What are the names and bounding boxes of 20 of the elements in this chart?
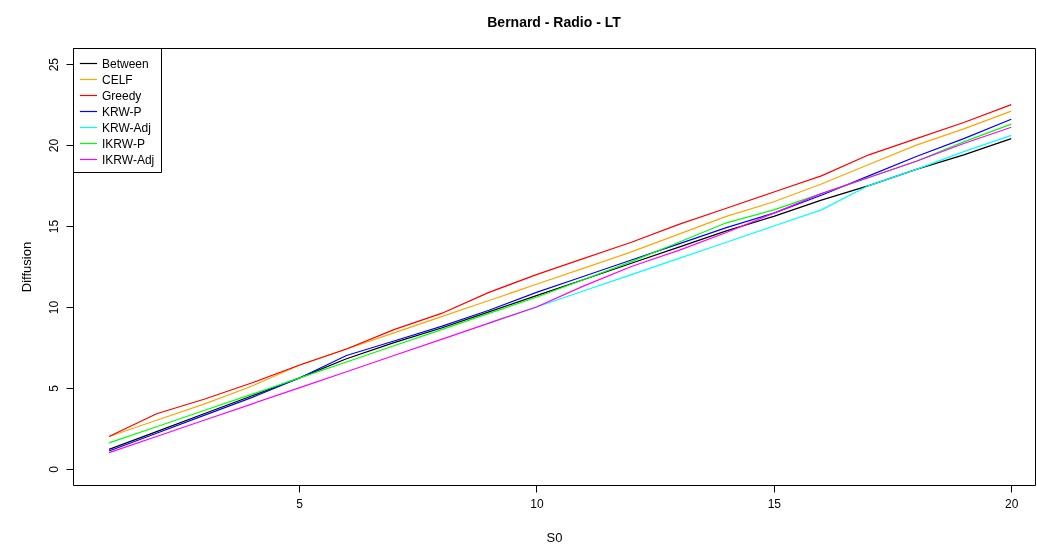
y-tick-label: 10 xyxy=(46,300,61,315)
legend-label: Between xyxy=(102,56,149,71)
x-tick-label: 15 xyxy=(767,496,782,511)
y-axis-title: Diffusion xyxy=(18,241,34,293)
legend-label: IKRW-Adj xyxy=(102,152,155,167)
legend-label: KRW-Adj xyxy=(102,120,151,135)
x-axis-title: S0 xyxy=(546,529,563,545)
legend-label: Greedy xyxy=(102,88,142,103)
x-tick-label: 20 xyxy=(1005,496,1019,511)
y-tick-label: 25 xyxy=(46,57,61,72)
x-tick-label: 10 xyxy=(530,496,544,511)
x-tick-label: 5 xyxy=(296,496,304,511)
legend-label: IKRW-P xyxy=(102,136,145,151)
y-tick-label: 20 xyxy=(46,138,61,153)
y-tick-label: 0 xyxy=(46,465,61,473)
y-tick-label: 5 xyxy=(46,384,61,392)
legend-label: CELF xyxy=(102,72,133,87)
y-tick-label: 15 xyxy=(46,219,61,234)
chart-title: Bernard - Radio - LT xyxy=(487,13,622,30)
legend-label: KRW-P xyxy=(102,104,142,119)
